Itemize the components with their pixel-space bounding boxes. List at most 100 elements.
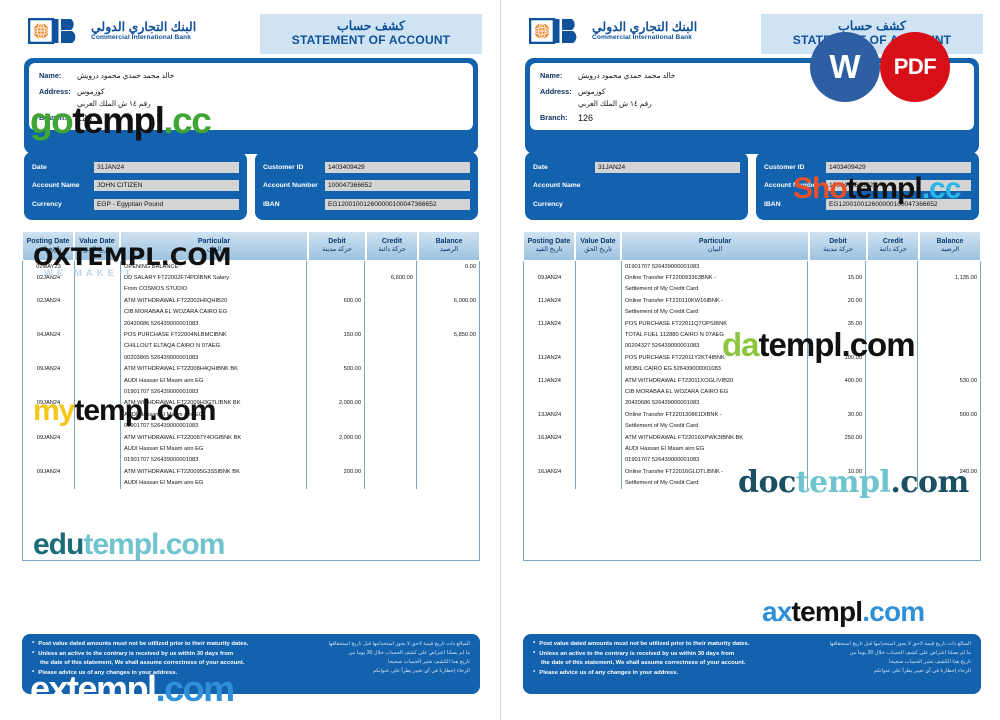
cell-particular: 01901707 526439000001083 — [121, 454, 307, 467]
statement-header: البنك التجاري الدولي Commercial Internat… — [20, 14, 482, 56]
cell-particular: 20420686 526439000001083 — [121, 317, 307, 330]
cell-value-date — [75, 477, 121, 489]
col-credit: Credit حركة دائنة — [366, 231, 418, 261]
cell-debit — [307, 306, 365, 318]
cell-balance — [918, 295, 980, 306]
cell-value-date — [75, 306, 121, 318]
account-info-right: Customer ID 1403409429 Account Number 10… — [756, 152, 979, 220]
cell-balance — [417, 466, 479, 477]
cell-balance — [918, 432, 980, 443]
date-label: Date — [32, 163, 47, 171]
footer-notes-arabic: المبالغ ذات تاريخ قيمة لاحق لا يجوز استخ… — [329, 641, 470, 687]
cell-posting-date: 11JAN24 — [524, 352, 576, 364]
table-row: CIB MORABAA EL WOZARA CAIRO EG — [23, 306, 479, 318]
cell-debit — [307, 317, 365, 330]
cell-particular: CHILLOUT ELTAQA CAIRO N 07AEG — [121, 340, 307, 353]
cell-credit — [365, 295, 417, 307]
name-value: خالد محمد حمدي محمود درويش — [578, 71, 676, 80]
table-row: 13JAN24 Online Transfer FT220130861DIBNK … — [524, 409, 980, 421]
cell-balance — [918, 398, 980, 409]
currency-value: EGP - Egyptian Pound — [94, 199, 239, 211]
cell-debit — [307, 340, 365, 353]
cell-particular: Settlement of My Credit Card — [622, 420, 808, 432]
cell-balance — [417, 318, 479, 329]
iban-value: EG120010012600000100047366652 — [826, 199, 971, 211]
cell-value-date — [576, 306, 622, 318]
cell-posting-date — [524, 363, 576, 375]
cell-debit — [307, 409, 365, 421]
iban-label: IBAN — [764, 201, 781, 209]
word-format-badge[interactable]: W — [810, 32, 880, 102]
cell-posting-date — [23, 306, 75, 318]
cell-value-date — [576, 420, 622, 432]
info-row-date: Date 31JAN24 — [533, 160, 740, 175]
table-row: 09JAN24 ATM WITHDRAWAL FT220095G3S5IBNK B… — [23, 466, 479, 478]
cell-value-date — [576, 443, 622, 455]
footer-note-ar: ما لم يصلنا اعتراض على كشف الحساب خلال 3… — [849, 650, 971, 657]
footer-notes-english: * Post value dated amounts must not be ut… — [32, 641, 248, 687]
cell-balance — [918, 455, 980, 466]
cell-debit — [307, 386, 365, 398]
cell-value-date — [576, 283, 622, 296]
currency-label: Currency — [32, 201, 62, 209]
currency-label: Currency — [533, 201, 563, 209]
col-balance: Balance الرصيد — [418, 231, 480, 261]
cell-debit — [307, 454, 365, 467]
cell-balance — [417, 398, 479, 409]
cell-debit — [307, 352, 365, 364]
cell-credit — [365, 340, 417, 353]
cell-value-date — [576, 374, 622, 387]
cell-particular: 00203865 526439000001083 — [121, 352, 307, 364]
info-row-date: Date 31JAN24 — [32, 160, 239, 175]
col-credit: Credit حركة دائنة — [867, 231, 919, 261]
cell-debit: 2,000.00 — [307, 397, 365, 410]
cell-credit — [365, 477, 417, 489]
cell-debit — [307, 374, 365, 387]
transactions-table: Posting Date تاريخ القيد Value Date تاري… — [22, 231, 480, 561]
cell-posting-date: 13JAN24 — [524, 409, 576, 421]
cell-posting-date: 02JAN24 — [23, 272, 75, 284]
account-number-label: Account Number — [764, 182, 819, 190]
cell-debit — [808, 329, 866, 341]
cell-balance: 530.00 — [959, 377, 977, 384]
cell-posting-date: 11JAN24 — [524, 374, 576, 387]
statement-page-right: البنك التجاري الدولي Commercial Internat… — [500, 0, 1000, 720]
cell-credit — [365, 386, 417, 398]
cell-particular: ATM WITHDRAWAL FT22009H3GTLIBNK BK — [121, 397, 307, 410]
info-row-account-number: Account Number 100047366652 — [263, 178, 470, 193]
cell-posting-date: 16JAN24 — [524, 431, 576, 444]
customer-panel: Name: خالد محمد حمدي محمود درويش Address… — [24, 58, 478, 154]
table-header-row: Posting Date تاريخ القيد Value Date تاري… — [523, 231, 981, 261]
cell-credit — [365, 397, 417, 410]
cell-posting-date: 11JAN24 — [524, 295, 576, 307]
cell-credit — [365, 431, 417, 444]
col-posting-date: Posting Date تاريخ القيد — [523, 231, 575, 261]
cell-debit: 500.00 — [307, 363, 365, 375]
account-info-left: Date 31JAN24 Account Name Currency — [525, 152, 748, 220]
cell-value-date — [75, 363, 121, 375]
cell-credit — [866, 443, 918, 455]
cell-balance — [417, 352, 479, 363]
account-number-label: Account Number — [263, 182, 318, 190]
pdf-format-badge[interactable]: PDF — [880, 32, 950, 102]
cell-debit — [307, 261, 365, 273]
statement-footer: * Post value dated amounts must not be ut… — [523, 634, 981, 694]
customer-id-label: Customer ID — [263, 163, 304, 171]
cell-credit — [365, 409, 417, 421]
customer-panel: Name: خالد محمد حمدي محمود درويش Address… — [525, 58, 979, 154]
cell-balance — [918, 318, 980, 329]
cell-balance — [417, 477, 479, 488]
bank-logo: البنك التجاري الدولي Commercial Internat… — [28, 18, 196, 44]
cell-value-date — [576, 352, 622, 364]
cell-debit — [808, 306, 866, 318]
cell-particular: 01901707 526439000001083 — [622, 261, 808, 273]
footer-notes-english: * Post value dated amounts must not be ut… — [533, 641, 749, 687]
bank-name: البنك التجاري الدولي Commercial Internat… — [91, 20, 196, 41]
cell-value-date — [75, 272, 121, 284]
cell-value-date — [576, 466, 622, 478]
table-row: AUDI Hassan El Maam airo EG — [23, 409, 479, 421]
table-row: Settlement of My Credit Card — [524, 477, 980, 489]
cell-posting-date — [23, 283, 75, 296]
cell-balance: 6,000.00 — [453, 297, 476, 304]
cell-balance — [417, 455, 479, 466]
